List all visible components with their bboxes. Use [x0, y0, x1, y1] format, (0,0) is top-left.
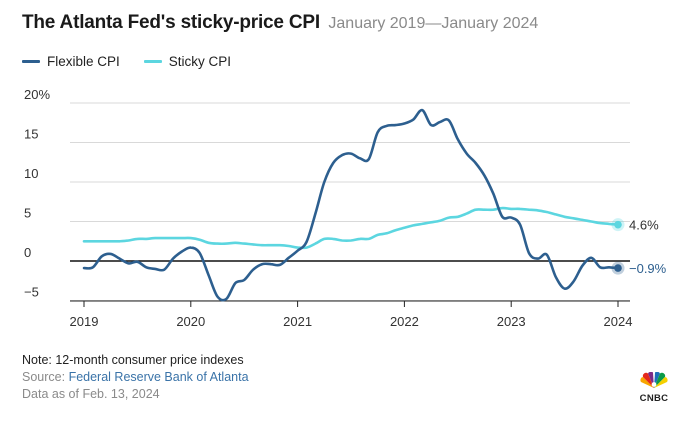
legend-item-flexible-cpi: Flexible CPI — [22, 54, 120, 69]
end-label-sticky-cpi: 4.6% — [629, 218, 659, 233]
y-tick-label: 5 — [24, 206, 31, 221]
legend-swatch-sticky-cpi — [143, 60, 162, 63]
y-axis-labels: −5 0 5 10 15 20% — [24, 87, 50, 300]
x-axis: 2019 2020 2021 2022 2023 2024 — [70, 300, 633, 329]
cnbc-logo-text: CNBC — [639, 393, 669, 404]
x-tick-label: 2022 — [390, 314, 419, 329]
y-tick-label: 20% — [24, 87, 50, 102]
x-tick-label: 2020 — [176, 314, 205, 329]
legend-swatch-flexible-cpi — [22, 60, 40, 63]
legend: Flexible CPI Sticky CPI — [22, 54, 255, 69]
end-point-flexible-cpi — [614, 264, 622, 272]
end-label-flexible-cpi: −0.9% — [629, 261, 667, 276]
chart-title: The Atlanta Fed's sticky-price CPI — [22, 12, 320, 33]
line-chart: −5 0 5 10 15 20% 2019 2020 2021 2022 2023 2024 −0.… — [24, 87, 667, 329]
x-tick-label: 2019 — [70, 314, 99, 329]
series-line-flexible-cpi — [82, 108, 620, 302]
series-lines — [82, 108, 620, 302]
footer: Note: 12-month consumer price indexes So… — [22, 352, 249, 403]
data-as-of: Data as of Feb. 13, 2024 — [22, 387, 160, 401]
legend-item-sticky-cpi: Sticky CPI — [143, 54, 232, 69]
source-prefix: Source: — [22, 370, 69, 384]
legend-label-sticky-cpi: Sticky CPI — [168, 54, 232, 69]
x-tick-label: 2024 — [604, 314, 633, 329]
y-tick-label: 15 — [24, 127, 38, 142]
x-tick-label: 2021 — [283, 314, 312, 329]
legend-label-flexible-cpi: Flexible CPI — [47, 54, 120, 69]
x-tick-label: 2023 — [497, 314, 526, 329]
source-line: Source: Federal Reserve Bank of Atlanta — [22, 369, 249, 386]
footnote: Note: 12-month consumer price indexes — [22, 353, 244, 367]
end-point-sticky-cpi — [614, 220, 622, 229]
end-markers: −0.9% 4.6% — [611, 218, 667, 276]
cnbc-logo: CNBC — [636, 371, 672, 404]
peacock-icon — [640, 371, 668, 388]
y-tick-label: −5 — [24, 285, 39, 300]
y-tick-label: 10 — [24, 166, 38, 181]
source-link[interactable]: Federal Reserve Bank of Atlanta — [68, 370, 249, 384]
series-line-sticky-cpi — [82, 206, 620, 250]
y-tick-label: 0 — [24, 245, 31, 260]
chart-subtitle: January 2019—January 2024 — [328, 15, 539, 32]
chart-header: The Atlanta Fed's sticky-price CPI Janua… — [22, 12, 538, 34]
gridlines — [70, 102, 630, 301]
